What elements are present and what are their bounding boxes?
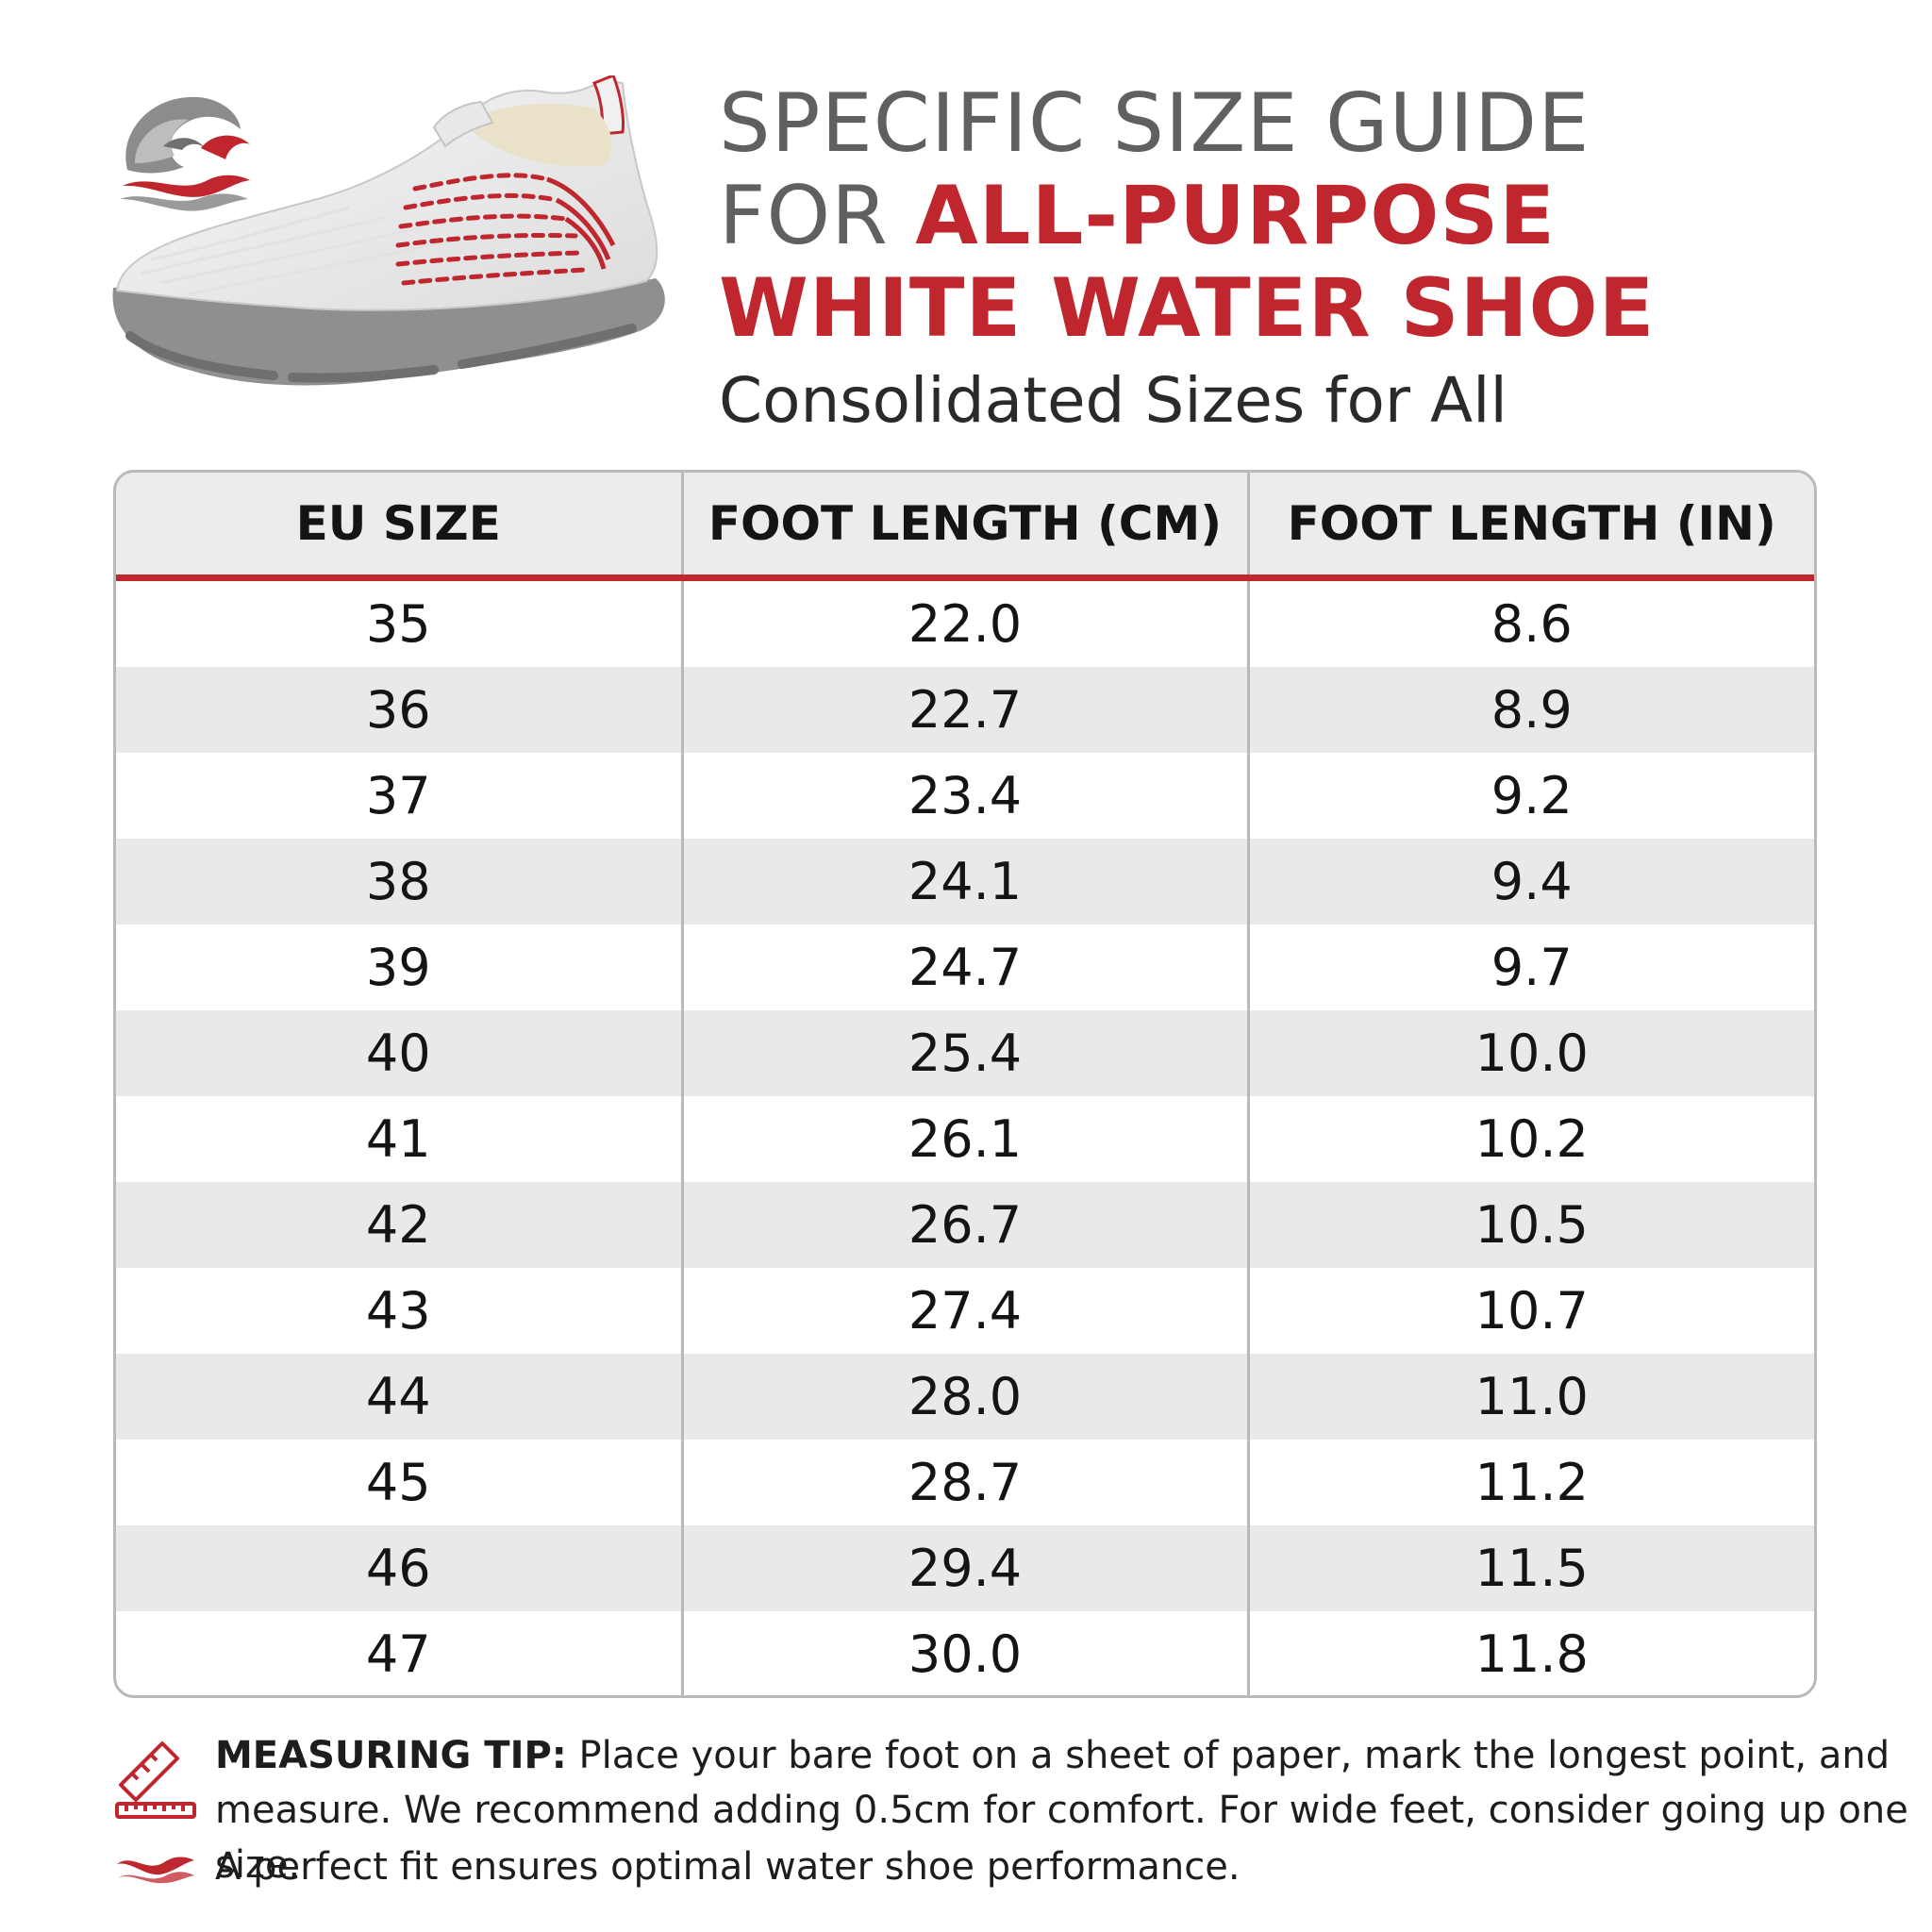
footer-note: A perfect fit ensures optimal water shoe… xyxy=(113,1840,1887,1896)
cell-foot-length-cm: 28.0 xyxy=(682,1354,1250,1440)
title-line-1: SPECIFIC SIZE GUIDE xyxy=(719,76,1591,171)
table-row: 44 28.0 11.0 xyxy=(116,1354,1814,1440)
cell-foot-length-in: 10.0 xyxy=(1248,1010,1814,1096)
table-row: 41 26.1 10.2 xyxy=(116,1096,1814,1182)
cell-foot-length-cm: 30.0 xyxy=(682,1611,1250,1695)
footer-text: A perfect fit ensures optimal water shoe… xyxy=(215,1845,1241,1889)
table-row: 38 24.1 9.4 xyxy=(116,839,1814,924)
cell-eu-size: 40 xyxy=(116,1010,684,1096)
cell-eu-size: 46 xyxy=(116,1525,684,1611)
tip-text: MEASURING TIP: Place your bare foot on a… xyxy=(215,1728,1913,1892)
cell-eu-size: 41 xyxy=(116,1096,684,1182)
cell-foot-length-cm: 22.7 xyxy=(682,667,1250,753)
column-header-foot-length-in: FOOT LENGTH (IN) xyxy=(1248,473,1814,581)
cell-foot-length-in: 9.4 xyxy=(1248,839,1814,924)
cell-foot-length-cm: 25.4 xyxy=(682,1010,1250,1096)
title-line-2-prefix: FOR xyxy=(719,169,916,263)
column-header-foot-length-cm: FOOT LENGTH (CM) xyxy=(682,473,1250,581)
white-water-shoe-illustration xyxy=(112,75,665,386)
column-header-eu-size: EU SIZE xyxy=(116,473,684,581)
cell-foot-length-cm: 28.7 xyxy=(682,1440,1250,1525)
cell-eu-size: 45 xyxy=(116,1440,684,1525)
cell-foot-length-in: 11.5 xyxy=(1248,1525,1814,1611)
table-row: 36 22.7 8.9 xyxy=(116,667,1814,753)
table-row: 43 27.4 10.7 xyxy=(116,1268,1814,1354)
table-row: 47 30.0 11.8 xyxy=(116,1611,1814,1695)
table-row: 42 26.7 10.5 xyxy=(116,1182,1814,1268)
ruler-icon xyxy=(115,1741,196,1819)
cell-foot-length-in: 9.2 xyxy=(1491,766,1573,825)
cell-eu-size: 36 xyxy=(116,667,684,753)
cell-foot-length-cm: 26.7 xyxy=(682,1182,1250,1268)
cell-eu-size: 47 xyxy=(116,1611,684,1695)
tip-body: Place your bare foot on a sheet of paper… xyxy=(215,1734,1908,1887)
table-row: 39 24.7 9.7 xyxy=(116,924,1814,1010)
cell-eu-size: 37 xyxy=(116,753,684,839)
cell-foot-length-cm: 24.1 xyxy=(682,839,1250,924)
wave-icon xyxy=(117,1857,194,1884)
table-row: 45 28.7 11.2 xyxy=(116,1440,1814,1525)
cell-eu-size: 39 xyxy=(116,924,684,1010)
cell-eu-size: 42 xyxy=(116,1182,684,1268)
tip-label: MEASURING TIP: xyxy=(215,1734,567,1777)
cell-foot-length-in: 10.5 xyxy=(1248,1182,1814,1268)
table-header-row: EU SIZE FOOT LENGTH (CM) FOOT LENGTH (IN… xyxy=(116,473,1814,581)
title-line-3: WHITE WATER SHOE xyxy=(719,261,1656,356)
table-row: 37 23.4 9.2 xyxy=(116,753,1814,839)
title-line-2-highlight: ALL-PURPOSE xyxy=(915,169,1557,263)
cell-foot-length-cm: 24.7 xyxy=(682,924,1250,1010)
cell-foot-length-cm: 26.1 xyxy=(682,1096,1250,1182)
cell-eu-size: 38 xyxy=(116,839,684,924)
size-table: EU SIZE FOOT LENGTH (CM) FOOT LENGTH (IN… xyxy=(113,470,1817,1698)
title-block: SPECIFIC SIZE GUIDE FOR ALL-PURPOSE WHIT… xyxy=(719,77,1889,437)
cell-foot-length-in: 10.7 xyxy=(1474,1281,1589,1341)
cell-eu-size: 44 xyxy=(116,1354,684,1440)
cell-foot-length-in: 8.9 xyxy=(1248,667,1814,753)
cell-foot-length-in: 11.0 xyxy=(1248,1354,1814,1440)
table-row: 40 25.4 10.0 xyxy=(116,1010,1814,1096)
subtitle: Consolidated Sizes for All xyxy=(719,364,1507,437)
cell-foot-length-cm: 23.4 xyxy=(682,753,1250,839)
cell-foot-length-in: 9.7 xyxy=(1491,938,1573,997)
cell-foot-length-in: 10.2 xyxy=(1474,1109,1589,1169)
cell-foot-length-in: 11.2 xyxy=(1474,1453,1589,1512)
cell-foot-length-cm: 22.0 xyxy=(682,577,1250,667)
cell-foot-length-in: 8.6 xyxy=(1491,594,1573,654)
cell-foot-length-in: 11.8 xyxy=(1474,1624,1589,1684)
cell-foot-length-cm: 27.4 xyxy=(682,1268,1250,1354)
cell-eu-size: 43 xyxy=(116,1268,684,1354)
title-line-2: FOR ALL-PURPOSE xyxy=(719,170,1889,262)
table-row: 35 22.0 8.6 xyxy=(116,577,1814,667)
wave-logo-icon xyxy=(120,96,250,211)
cell-eu-size: 35 xyxy=(116,577,684,667)
cell-foot-length-cm: 29.4 xyxy=(682,1525,1250,1611)
table-row: 46 29.4 11.5 xyxy=(116,1525,1814,1611)
